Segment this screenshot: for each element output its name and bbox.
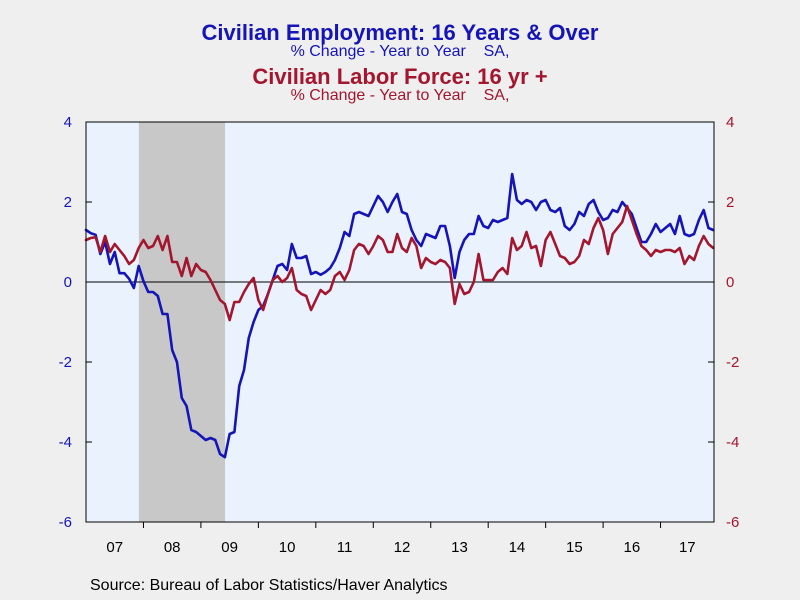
employment-series-line <box>84 172 715 459</box>
x-tick-label: 09 <box>221 539 238 556</box>
y-left-tick-label: -2 <box>59 354 72 371</box>
x-tick-label: 11 <box>337 539 353 556</box>
chart-title-labor-force: Civilian Labor Force: 16 yr + <box>252 64 548 89</box>
x-tick-label: 16 <box>623 539 640 556</box>
x-tick-label: 12 <box>394 539 411 556</box>
x-tick-label: 08 <box>164 539 181 556</box>
x-tick-label: 15 <box>566 539 583 556</box>
x-tick-label: 13 <box>451 539 468 556</box>
x-tick-label: 10 <box>279 539 296 556</box>
plot-frame <box>85 121 715 523</box>
source-note: Source: Bureau of Labor Statistics/Haver… <box>90 577 448 594</box>
y-right-tick-label: 2 <box>726 194 734 211</box>
y-left-tick-label: 0 <box>64 274 72 291</box>
x-tick-label: 07 <box>106 539 123 556</box>
chart-title-employment: Civilian Employment: 16 Years & Over <box>201 20 599 45</box>
chart-subtitle-employment: % Change - Year to Year SA, <box>290 43 510 60</box>
y-right-tick-label: -2 <box>726 354 739 371</box>
y-right-tick-label: 0 <box>726 274 734 291</box>
recession-shade <box>138 122 226 522</box>
y-right-tick-label: -6 <box>726 514 739 531</box>
y-left-tick-label: -6 <box>59 514 72 531</box>
y-left-tick-label: 4 <box>64 114 72 131</box>
x-tick-label: 14 <box>509 539 526 556</box>
chart-subtitle-labor-force: % Change - Year to Year SA, <box>290 87 510 104</box>
labor-force-series-line <box>84 204 715 322</box>
y-right-tick-label: -4 <box>726 434 739 451</box>
y-right-tick-label: 4 <box>726 114 734 131</box>
y-left-tick-label: -4 <box>59 434 72 451</box>
y-left-tick-label: 2 <box>64 194 72 211</box>
x-tick-label: 17 <box>679 539 696 556</box>
